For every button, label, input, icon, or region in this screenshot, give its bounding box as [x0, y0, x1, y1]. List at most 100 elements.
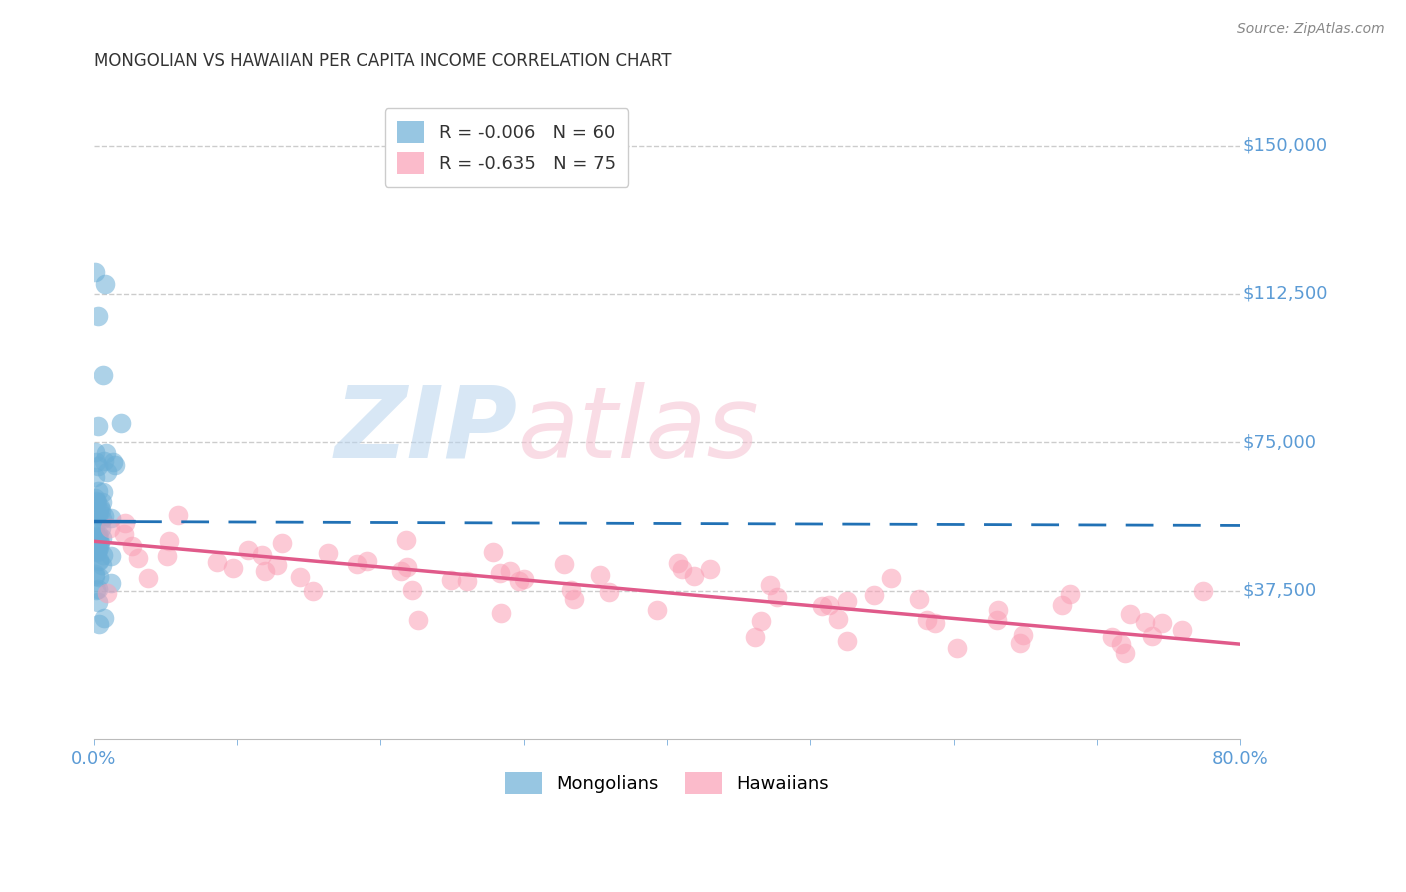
- Point: [907, 592, 929, 607]
- Point: [91, 548, 114, 562]
- Point: [86, 541, 108, 555]
- Point: [1012, 628, 1035, 642]
- Point: [89, 553, 111, 567]
- Point: [986, 613, 1008, 627]
- Point: [89, 502, 111, 516]
- Point: [316, 546, 339, 560]
- Point: [86, 530, 108, 544]
- Legend: Mongolians, Hawaiians: Mongolians, Hawaiians: [498, 764, 835, 801]
- Point: [560, 583, 582, 598]
- Point: [89, 521, 111, 535]
- Point: [589, 567, 612, 582]
- Point: [127, 551, 149, 566]
- Point: [84, 265, 107, 279]
- Point: [90, 558, 112, 573]
- Point: [166, 508, 188, 522]
- Point: [862, 588, 884, 602]
- Point: [94, 277, 117, 292]
- Text: MONGOLIAN VS HAWAIIAN PER CAPITA INCOME CORRELATION CHART: MONGOLIAN VS HAWAIIAN PER CAPITA INCOME …: [94, 53, 672, 70]
- Point: [84, 445, 107, 459]
- Point: [880, 571, 903, 585]
- Point: [136, 571, 159, 585]
- Point: [389, 564, 412, 578]
- Point: [744, 630, 766, 644]
- Text: $112,500: $112,500: [1243, 285, 1327, 303]
- Point: [811, 599, 834, 614]
- Point: [98, 521, 121, 535]
- Point: [270, 536, 292, 550]
- Point: [87, 508, 110, 522]
- Point: [408, 613, 430, 627]
- Point: [84, 491, 107, 506]
- Point: [759, 577, 782, 591]
- Point: [121, 539, 143, 553]
- Point: [699, 561, 721, 575]
- Point: [90, 503, 112, 517]
- Point: [100, 576, 122, 591]
- Point: [236, 542, 259, 557]
- Point: [1101, 630, 1123, 644]
- Point: [87, 616, 110, 631]
- Point: [157, 534, 180, 549]
- Point: [395, 533, 418, 548]
- Point: [87, 531, 110, 545]
- Point: [766, 590, 789, 604]
- Point: [94, 446, 117, 460]
- Point: [482, 545, 505, 559]
- Point: [87, 570, 110, 584]
- Point: [86, 544, 108, 558]
- Point: [1150, 615, 1173, 630]
- Point: [114, 516, 136, 531]
- Point: [84, 544, 107, 558]
- Point: [87, 458, 110, 473]
- Point: [301, 583, 323, 598]
- Point: [513, 572, 536, 586]
- Point: [986, 603, 1008, 617]
- Point: [91, 368, 114, 383]
- Point: [250, 548, 273, 562]
- Point: [440, 574, 463, 588]
- Point: [498, 564, 520, 578]
- Point: [86, 582, 108, 597]
- Point: [84, 567, 107, 582]
- Point: [91, 512, 114, 526]
- Point: [835, 634, 858, 648]
- Point: [93, 454, 115, 468]
- Point: [84, 568, 107, 582]
- Point: [87, 483, 110, 498]
- Point: [86, 494, 108, 508]
- Point: [1008, 635, 1031, 649]
- Point: [89, 540, 111, 554]
- Point: [1171, 624, 1194, 638]
- Point: [946, 641, 969, 656]
- Text: ZIP: ZIP: [335, 382, 517, 479]
- Point: [1059, 587, 1081, 601]
- Point: [86, 529, 108, 543]
- Point: [1140, 630, 1163, 644]
- Point: [91, 485, 114, 500]
- Point: [91, 531, 114, 545]
- Point: [110, 416, 132, 430]
- Point: [553, 558, 575, 572]
- Point: [489, 606, 512, 620]
- Point: [84, 469, 107, 483]
- Point: [253, 564, 276, 578]
- Point: [1052, 599, 1074, 613]
- Point: [395, 560, 418, 574]
- Point: [84, 541, 107, 555]
- Point: [288, 569, 311, 583]
- Text: $37,500: $37,500: [1243, 582, 1316, 599]
- Point: [645, 602, 668, 616]
- Point: [1192, 583, 1215, 598]
- Point: [87, 554, 110, 568]
- Point: [89, 536, 111, 550]
- Point: [356, 554, 378, 568]
- Point: [112, 526, 135, 541]
- Point: [924, 615, 946, 630]
- Point: [84, 455, 107, 469]
- Point: [84, 507, 107, 521]
- Point: [87, 309, 110, 323]
- Point: [84, 519, 107, 533]
- Point: [84, 494, 107, 508]
- Point: [917, 613, 939, 627]
